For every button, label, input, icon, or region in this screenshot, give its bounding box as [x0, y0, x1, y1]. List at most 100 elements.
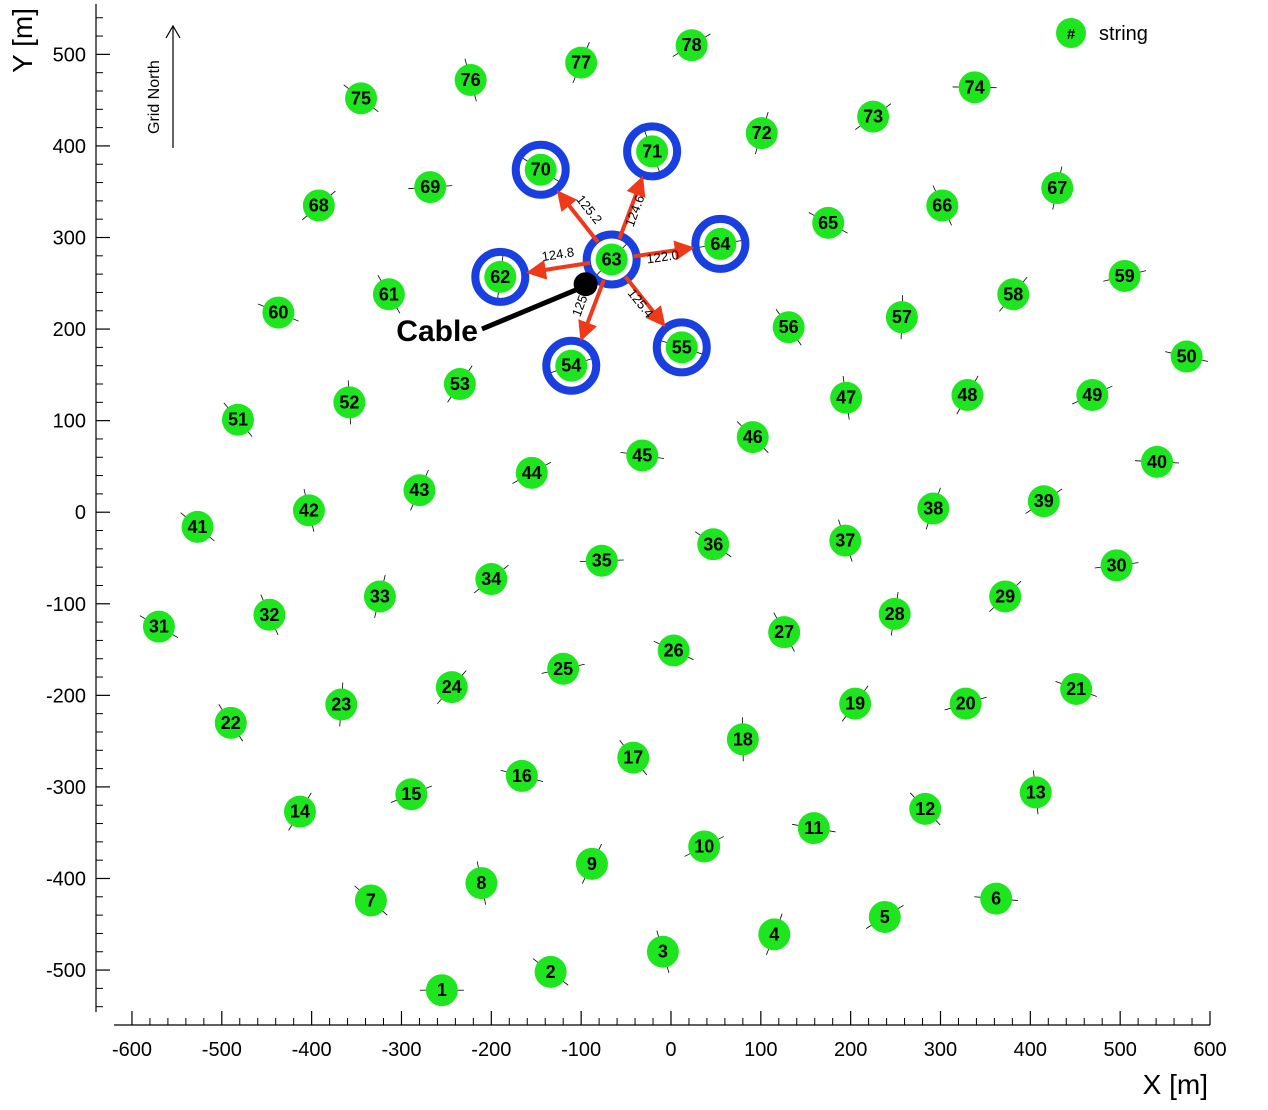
string-label-25: 25 — [553, 659, 573, 679]
y-axis-title: Y [m] — [7, 8, 38, 73]
x-tick-label: -300 — [381, 1039, 421, 1061]
string-label-38: 38 — [923, 499, 943, 519]
string-label-1: 1 — [437, 980, 447, 1000]
string-label-9: 9 — [587, 854, 597, 874]
string-label-63: 63 — [602, 249, 622, 269]
string-label-22: 22 — [221, 713, 241, 733]
string-label-20: 20 — [956, 694, 976, 714]
string-label-33: 33 — [370, 586, 390, 606]
string-label-73: 73 — [863, 107, 883, 127]
legend-label: string — [1099, 23, 1148, 45]
x-tick-label: 200 — [834, 1039, 867, 1061]
string-label-59: 59 — [1115, 266, 1135, 286]
spacing-arrow-62 — [530, 263, 590, 272]
cable-line — [482, 289, 578, 329]
string-label-56: 56 — [779, 317, 799, 337]
x-tick-label: 600 — [1193, 1039, 1226, 1061]
string-label-35: 35 — [592, 551, 612, 571]
x-tick-label: 500 — [1103, 1039, 1136, 1061]
string-label-12: 12 — [915, 799, 935, 819]
string-label-68: 68 — [309, 195, 329, 215]
string-label-75: 75 — [351, 88, 371, 108]
string-label-30: 30 — [1107, 555, 1127, 575]
string-label-17: 17 — [623, 748, 643, 768]
string-label-46: 46 — [743, 427, 763, 447]
string-label-45: 45 — [632, 445, 652, 465]
spacing-label-64: 122.0 — [646, 247, 680, 266]
grid-north-indicator: Grid North — [146, 26, 180, 148]
string-label-5: 5 — [880, 907, 890, 927]
legend-symbol: # — [1067, 26, 1076, 43]
string-label-40: 40 — [1147, 452, 1167, 472]
spacing-label-71: 124.6 — [622, 193, 647, 229]
string-label-29: 29 — [995, 586, 1015, 606]
y-tick-label: -100 — [46, 594, 86, 616]
y-tick-label: 100 — [53, 411, 86, 433]
string-label-39: 39 — [1034, 491, 1054, 511]
cable-point — [574, 272, 598, 296]
x-tick-label: -400 — [292, 1039, 332, 1061]
string-label-21: 21 — [1066, 679, 1086, 699]
legend: # string — [1056, 18, 1148, 48]
string-label-27: 27 — [774, 622, 794, 642]
string-label-11: 11 — [804, 818, 823, 838]
spacing-label-70: 125.2 — [573, 192, 605, 227]
string-label-54: 54 — [561, 356, 581, 376]
string-label-42: 42 — [299, 500, 319, 520]
string-label-43: 43 — [409, 480, 429, 500]
grid-north-label: Grid North — [146, 60, 163, 134]
y-tick-label: -200 — [46, 685, 86, 707]
string-label-60: 60 — [268, 303, 288, 323]
string-label-31: 31 — [149, 617, 169, 637]
string-label-28: 28 — [885, 604, 905, 624]
y-tick-label: -500 — [46, 960, 86, 982]
string-label-71: 71 — [642, 141, 662, 161]
string-label-61: 61 — [379, 284, 399, 304]
string-label-72: 72 — [752, 123, 772, 143]
string-label-77: 77 — [571, 53, 591, 73]
string-label-10: 10 — [694, 836, 714, 856]
string-label-36: 36 — [703, 534, 723, 554]
string-label-2: 2 — [546, 962, 556, 982]
y-tick-label: -400 — [46, 868, 86, 890]
string-label-14: 14 — [290, 802, 310, 822]
y-tick-label: 300 — [53, 228, 86, 250]
string-label-64: 64 — [710, 234, 730, 254]
y-tick-label: 200 — [53, 319, 86, 341]
y-tick-label: 500 — [53, 44, 86, 66]
y-tick-label: 400 — [53, 136, 86, 158]
string-label-6: 6 — [991, 889, 1001, 909]
y-tick-label: 0 — [75, 502, 86, 524]
string-label-18: 18 — [733, 729, 753, 749]
string-label-58: 58 — [1003, 284, 1023, 304]
string-label-34: 34 — [481, 569, 501, 589]
string-label-47: 47 — [836, 388, 856, 408]
string-label-69: 69 — [420, 177, 440, 197]
string-label-8: 8 — [476, 873, 486, 893]
string-label-4: 4 — [769, 924, 779, 944]
spacing-label-62: 124.8 — [541, 244, 575, 264]
string-label-13: 13 — [1026, 782, 1046, 802]
string-label-15: 15 — [401, 784, 421, 804]
string-label-44: 44 — [522, 463, 542, 483]
string-label-16: 16 — [512, 766, 532, 786]
string-label-41: 41 — [188, 517, 208, 537]
string-label-49: 49 — [1082, 385, 1102, 405]
x-tick-label: -100 — [561, 1039, 601, 1061]
string-label-19: 19 — [845, 694, 865, 714]
string-label-3: 3 — [658, 942, 668, 962]
string-label-67: 67 — [1047, 178, 1067, 198]
string-label-51: 51 — [228, 410, 248, 430]
x-tick-label: -200 — [471, 1039, 511, 1061]
string-label-52: 52 — [339, 392, 359, 412]
string-label-66: 66 — [932, 195, 952, 215]
string-label-32: 32 — [259, 605, 279, 625]
x-tick-label: 100 — [744, 1039, 777, 1061]
x-tick-label: -600 — [112, 1039, 152, 1061]
y-tick-label: -300 — [46, 777, 86, 799]
string-label-65: 65 — [818, 213, 838, 233]
string-label-7: 7 — [366, 890, 376, 910]
